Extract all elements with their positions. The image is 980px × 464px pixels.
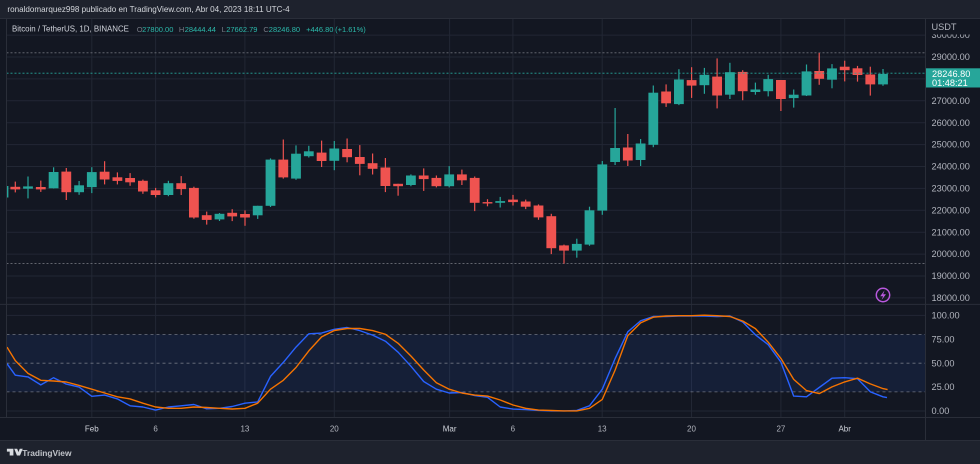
svg-text:18000.00: 18000.00 [932,293,970,303]
svg-text:27000.00: 27000.00 [932,96,970,106]
svg-text:+446.80: +446.80 [306,25,333,34]
svg-text:30000.00: 30000.00 [932,30,970,40]
svg-text:27662.79: 27662.79 [226,25,257,34]
svg-text:24000.00: 24000.00 [932,162,970,172]
svg-text:13: 13 [598,425,607,434]
svg-text:75.00: 75.00 [932,334,955,344]
svg-text:28444.44: 28444.44 [185,25,216,34]
svg-text:27: 27 [776,425,785,434]
svg-text:6: 6 [153,425,158,434]
svg-text:20: 20 [687,425,696,434]
svg-text:13: 13 [240,425,249,434]
svg-text:21000.00: 21000.00 [932,227,970,237]
svg-text:19000.00: 19000.00 [932,271,970,281]
svg-text:28246.80: 28246.80 [932,69,970,79]
svg-text:01:48:21: 01:48:21 [932,78,968,88]
svg-text:27800.00: 27800.00 [142,25,173,34]
svg-text:25.00: 25.00 [932,382,955,392]
svg-text:(+1.61%): (+1.61%) [335,25,366,34]
svg-text:USDT: USDT [932,22,957,32]
svg-text:20: 20 [330,425,339,434]
svg-text:22000.00: 22000.00 [932,205,970,215]
svg-text:25000.00: 25000.00 [932,140,970,150]
svg-text:0.00: 0.00 [932,406,950,416]
svg-text:6: 6 [511,425,516,434]
svg-text:Mar: Mar [443,425,457,434]
svg-text:29000.00: 29000.00 [932,52,970,62]
svg-text:28246.80: 28246.80 [269,25,300,34]
svg-text:Abr: Abr [838,425,851,434]
svg-text:H: H [179,25,184,34]
svg-text:Bitcoin / TetherUS, 1D, BINANC: Bitcoin / TetherUS, 1D, BINANCE [12,25,129,34]
svg-text:L: L [222,25,226,34]
svg-text:C: C [263,25,269,34]
svg-text:100.00: 100.00 [932,311,960,321]
svg-text:26000.00: 26000.00 [932,118,970,128]
svg-text:50.00: 50.00 [932,358,955,368]
svg-text:TradingView: TradingView [22,448,72,458]
svg-text:ronaldomarquez998 publicado en: ronaldomarquez998 publicado en TradingVi… [7,5,290,14]
svg-text:Feb: Feb [85,425,99,434]
svg-text:23000.00: 23000.00 [932,184,970,194]
svg-text:20000.00: 20000.00 [932,249,970,259]
svg-text:O: O [137,25,143,34]
